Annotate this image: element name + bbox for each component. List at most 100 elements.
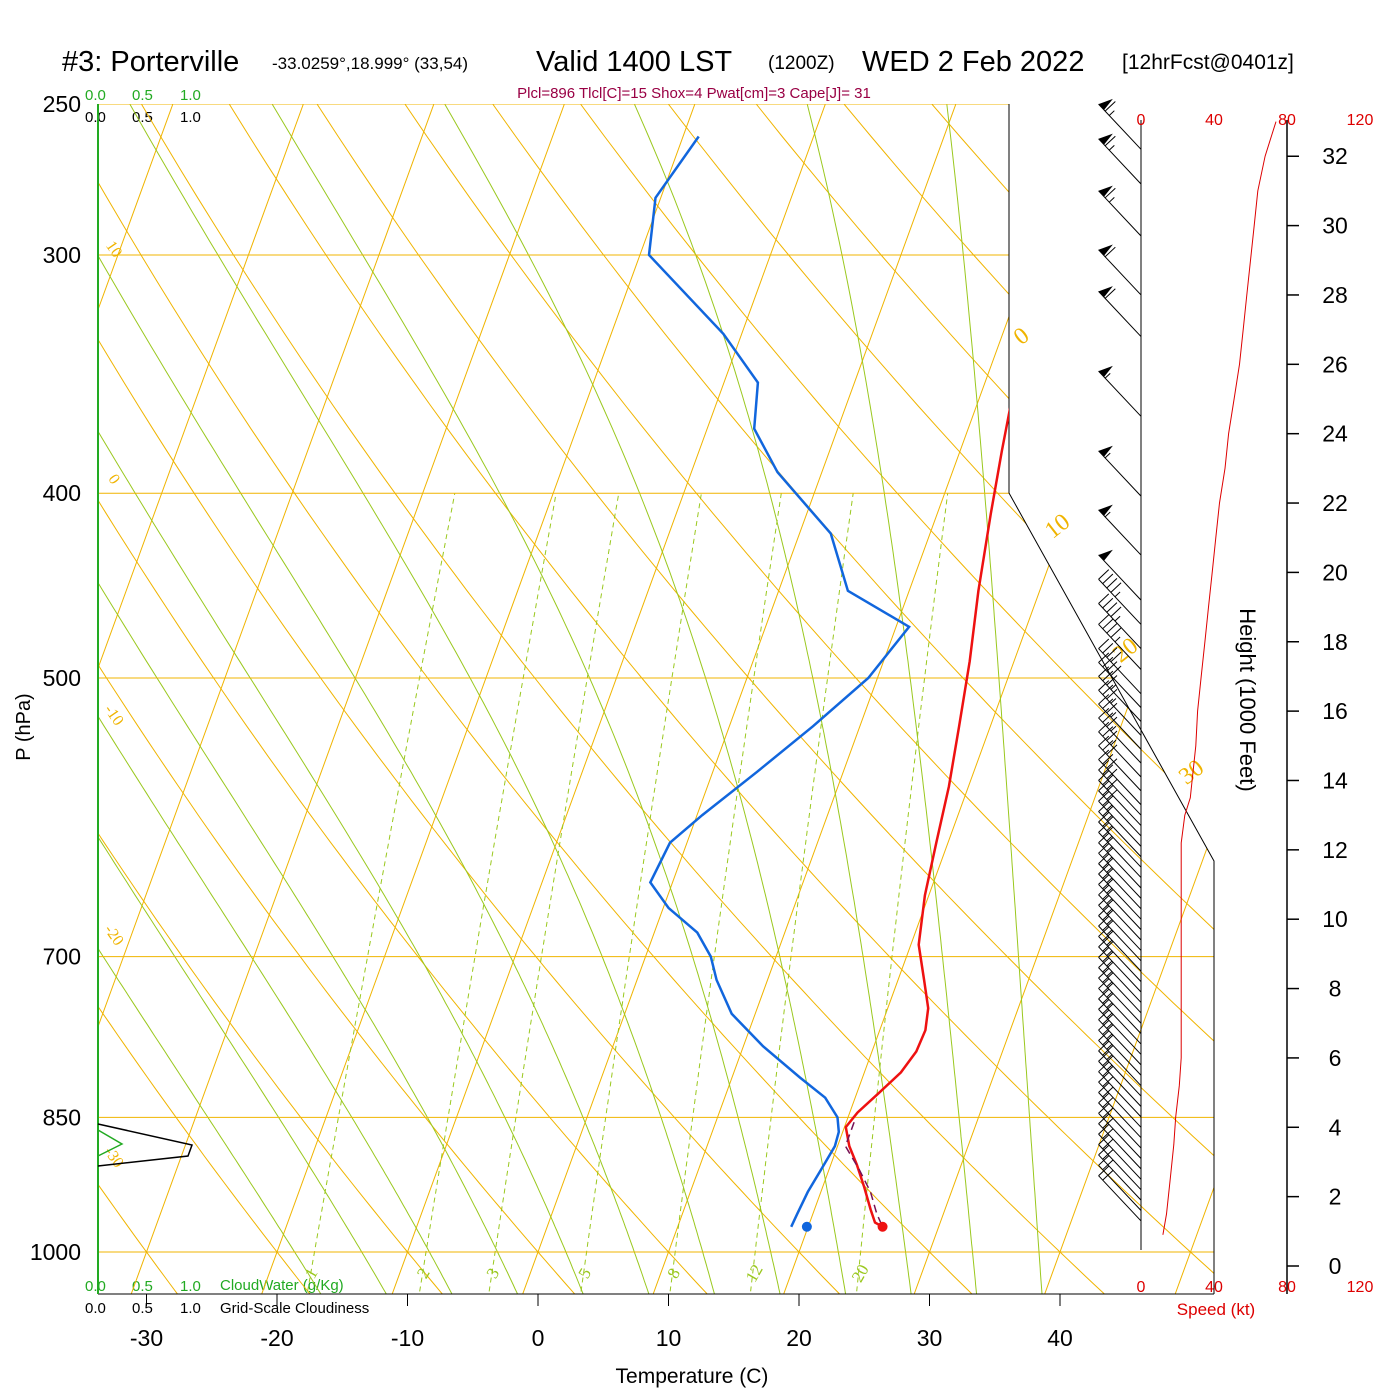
barb-staff [1098,790,1142,837]
speed-tick-label-top: 80 [1278,112,1296,129]
barb-staff [1098,884,1142,930]
wind-barb [1098,735,1142,792]
barb-half-flag [1108,145,1115,151]
barb-staff [1098,578,1142,625]
barb-staff [1098,1050,1142,1097]
dry-adiabat-line [98,104,316,1294]
moist-adiabat-line [944,104,1043,1294]
temperature-tick-label: 10 [656,1325,682,1351]
barb-half-flag [1108,197,1115,203]
barb-staff [1098,1081,1142,1128]
barb-half-flag [1106,929,1113,936]
isotherm-label: -10 [101,702,127,729]
mixing-ratio-line [579,493,702,1294]
barb-staff [1098,925,1142,972]
isotherm-line [383,104,839,1294]
barb-staff [1098,1144,1142,1191]
barb-flag [1106,716,1118,728]
barb-staff [1098,745,1142,792]
barb-staff [1098,1060,1142,1107]
barb-staff [1098,967,1142,1014]
moist-adiabat-line [98,104,521,1294]
height-tick-label: 28 [1322,282,1348,308]
isotherm-label: -20 [101,922,127,949]
barb-staff [1098,759,1142,806]
height-tick-label: 10 [1322,906,1348,932]
barb-staff [1098,904,1142,951]
wind-barb [1098,680,1142,736]
barb-pennant [1098,244,1113,256]
barb-staff [1098,623,1142,670]
sounding-series [647,135,1050,1232]
cloudiness-label: Grid-Scale Cloudiness [220,1300,369,1317]
barb-flag [1098,694,1110,705]
y-axis-title: P (hPa) [13,693,35,760]
barb-flag [1106,578,1118,589]
station-coords: -33.0259°,18.999° (33,54) [272,54,468,73]
barb-flag [1098,593,1110,604]
barb-flag [1104,288,1116,299]
height-tick-label: 0 [1329,1253,1342,1279]
barb-flag [1098,707,1110,719]
barb-half-flag [1106,877,1113,884]
wind-barb [1098,1051,1142,1107]
station-title: #3: Porterville [62,46,239,78]
moist-adiabat-line [802,104,978,1294]
barb-staff [1098,800,1142,847]
mixing-ratio-line [417,493,557,1294]
barb-flag [1106,602,1118,613]
moist-adiabat-line [98,104,456,1294]
wind-barb [1098,666,1142,722]
barb-half-flag [1106,971,1113,977]
barb-staff [1098,863,1142,910]
barb-flag [1098,680,1110,691]
wind-barb [1098,614,1142,670]
barb-half-flag [1106,1054,1113,1060]
barb-half-flag [1110,725,1117,732]
barb-staff [1098,1123,1142,1170]
cloudiness-tick: 0.5 [132,109,153,126]
isotherm-label: 0 [1009,323,1034,351]
barb-pennant [1098,504,1113,516]
isotherm-line [1036,104,1214,1294]
barb-flag [1102,643,1114,654]
cloud-profile [97,1123,193,1167]
height-tick-label: 14 [1322,767,1348,793]
height-tick-label: 18 [1322,629,1348,655]
barb-half-flag [1104,511,1111,518]
barb-half-flag [1106,1023,1113,1029]
barb-half-flag [1106,1064,1113,1071]
isotherm-line [98,104,186,1294]
background-grid [98,104,1214,1294]
barb-flag [1098,666,1110,677]
barb-flag [1104,101,1116,112]
barb-flag [1102,618,1114,630]
barb-pennant [1098,365,1113,377]
barb-half-flag [1106,940,1113,946]
isotherm-line [514,104,969,1294]
mixing-ratio-line [305,493,456,1294]
barb-flag [1098,735,1110,747]
isotherm-line [1166,104,1214,1294]
cloud-water-tick: 0.0 [85,87,106,104]
speed-profile-line [1162,121,1277,1235]
barb-staff [1098,1112,1142,1159]
wind-barb [1098,638,1142,695]
speed-tick-label-top: 120 [1347,112,1374,129]
barb-flag [1098,749,1110,760]
height-tick-label: 16 [1322,698,1348,724]
series-dewpoint [647,135,911,1228]
barb-flag [1106,623,1118,634]
pressure-tick-label: 850 [43,1104,81,1130]
wind-barb [1098,652,1142,708]
barb-staff [1098,190,1142,237]
height-tick-label: 2 [1329,1184,1342,1210]
barb-staff [1098,1102,1142,1149]
wind-barb [1098,244,1142,296]
barb-half-flag [1106,1002,1113,1008]
barb-staff [1098,769,1142,816]
valid-time: Valid 1400 LST [536,46,732,78]
barb-flag [1098,721,1110,733]
barb-flag [1102,726,1114,737]
dry-adiabat-line [381,104,1214,1294]
